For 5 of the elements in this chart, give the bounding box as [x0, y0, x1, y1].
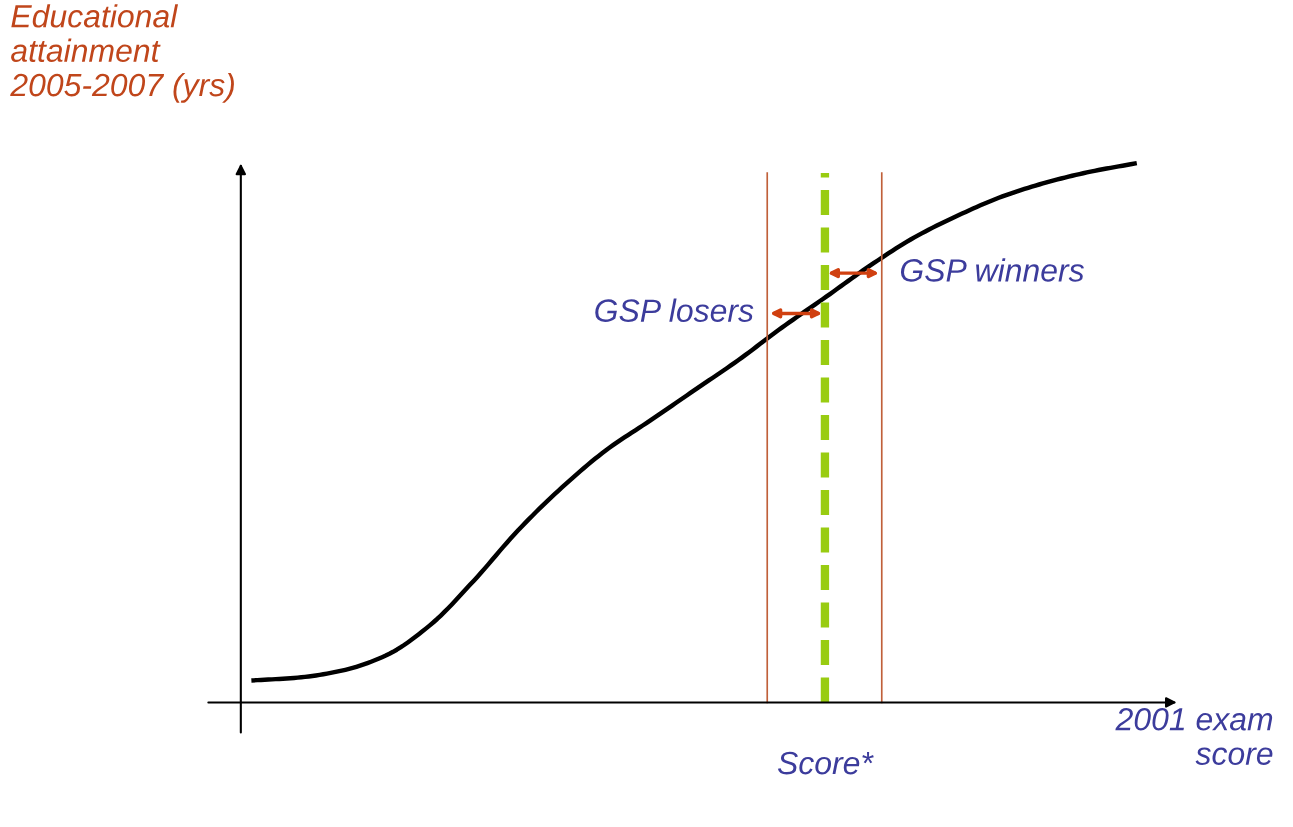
annotation: GSP losers — [595, 298, 754, 322]
y-axis-title: Educational attainment 2005-2007 (yrs) — [10, 4, 234, 103]
annotation: GSP winners — [900, 258, 1084, 282]
x-axis-title: 2001 exam score — [1115, 707, 1273, 765]
text: Score* — [777, 751, 874, 775]
